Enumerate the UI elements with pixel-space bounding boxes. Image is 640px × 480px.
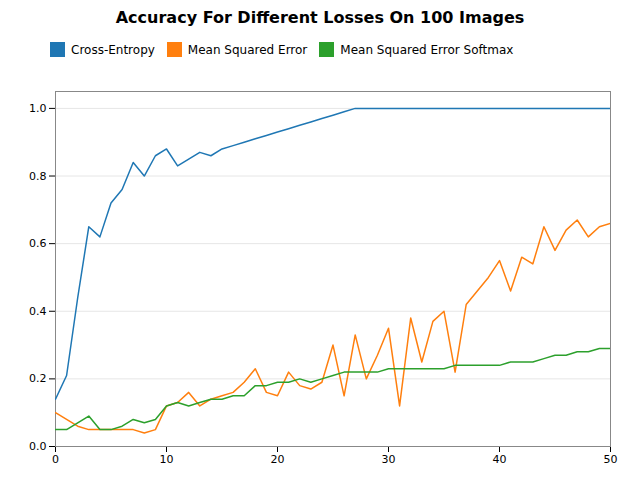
svg-text:0: 0 — [52, 453, 59, 466]
html-text:Mean Squared Error Softmax: Mean Squared Error Softmax — [340, 42, 514, 57]
svg-text:10: 10 — [160, 453, 174, 466]
svg-text:50: 50 — [604, 453, 618, 466]
html-text:Accuracy For Different Losses: Accuracy For Different Losses On 100 Ima… — [115, 8, 525, 27]
html-text:Cross-Entropy: Cross-Entropy — [71, 42, 155, 57]
svg-text:40: 40 — [493, 453, 507, 466]
svg-text:1.0: 1.0 — [29, 102, 47, 115]
svg-text:0.4: 0.4 — [29, 305, 47, 318]
svg-text:30: 30 — [382, 453, 396, 466]
svg-text:0.2: 0.2 — [29, 372, 47, 385]
svg-text:0.8: 0.8 — [29, 170, 47, 183]
html-text:Mean Squared Error: Mean Squared Error — [187, 42, 308, 57]
svg-text:0.6: 0.6 — [29, 237, 47, 250]
svg-text:20: 20 — [271, 453, 285, 466]
svg-text:0.0: 0.0 — [29, 440, 47, 453]
